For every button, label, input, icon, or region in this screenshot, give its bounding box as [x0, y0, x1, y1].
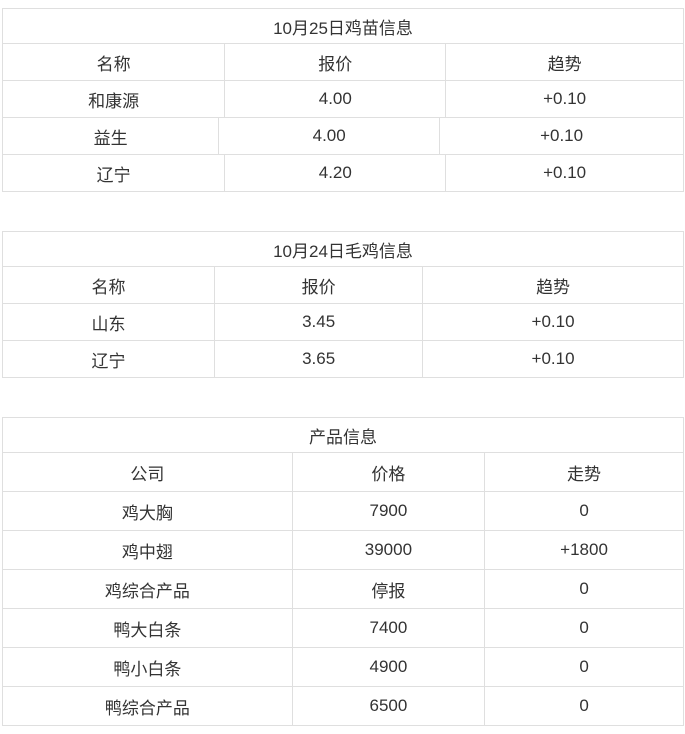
price-cell: 7900: [291, 491, 486, 531]
table-row: 鸡中翅 39000 +1800: [2, 530, 684, 570]
table-row: 益生 4.00 +0.10: [1, 117, 684, 155]
quote-cell: 4.00: [218, 117, 441, 155]
poultry-price-report: 10月25日鸡苗信息 名称 报价 趋势 和康源 4.00 +0.10 益生 4.…: [1, 8, 684, 726]
header-cell-name: 名称: [1, 266, 216, 304]
table-row: 鸡综合产品 停报 0: [2, 569, 684, 609]
name-cell: 山东: [1, 303, 216, 341]
header-cell-company: 公司: [2, 452, 293, 492]
table-header-row: 公司 价格 走势: [2, 452, 684, 492]
trend-cell: 0: [484, 647, 684, 687]
header-cell-name: 名称: [1, 43, 226, 81]
price-cell: 4900: [291, 647, 486, 687]
header-cell-trend: 趋势: [445, 43, 684, 81]
table-row: 辽宁 3.65 +0.10: [1, 340, 684, 378]
table-title: 产品信息: [2, 417, 684, 453]
table-row: 鸭大白条 7400 0: [2, 608, 684, 648]
name-cell: 辽宁: [1, 154, 226, 192]
header-cell-price: 价格: [291, 452, 486, 492]
company-cell: 鸡大胸: [2, 491, 293, 531]
trend-cell: 0: [484, 569, 684, 609]
broiler-price-table: 10月24日毛鸡信息 名称 报价 趋势 山东 3.45 +0.10 辽宁 3.6…: [1, 231, 684, 378]
header-cell-quote: 报价: [214, 266, 424, 304]
quote-cell: 4.20: [224, 154, 447, 192]
name-cell: 和康源: [1, 80, 226, 118]
table-title-row: 产品信息: [2, 417, 684, 453]
product-price-table: 产品信息 公司 价格 走势 鸡大胸 7900 0 鸡中翅 39000 +1800…: [2, 417, 684, 726]
trend-cell: 0: [484, 491, 684, 531]
table-row: 山东 3.45 +0.10: [1, 303, 684, 341]
table-title-row: 10月25日鸡苗信息: [2, 8, 684, 44]
name-cell: 辽宁: [1, 340, 216, 378]
trend-cell: 0: [484, 608, 684, 648]
quote-cell: 3.65: [214, 340, 424, 378]
price-cell: 7400: [291, 608, 486, 648]
quote-cell: 4.00: [224, 80, 447, 118]
company-cell: 鸡综合产品: [2, 569, 293, 609]
header-cell-trend: 走势: [484, 452, 684, 492]
trend-cell: +0.10: [445, 80, 684, 118]
trend-cell: +0.10: [439, 117, 684, 155]
trend-cell: +0.10: [422, 303, 684, 341]
header-cell-quote: 报价: [224, 43, 447, 81]
table-row: 鸭综合产品 6500 0: [2, 686, 684, 726]
chick-price-table: 10月25日鸡苗信息 名称 报价 趋势 和康源 4.00 +0.10 益生 4.…: [1, 8, 684, 192]
header-cell-trend: 趋势: [422, 266, 684, 304]
price-cell: 39000: [291, 530, 486, 570]
trend-cell: 0: [484, 686, 684, 726]
company-cell: 鸭大白条: [2, 608, 293, 648]
company-cell: 鸭小白条: [2, 647, 293, 687]
table-row: 辽宁 4.20 +0.10: [1, 154, 684, 192]
price-cell: 6500: [291, 686, 486, 726]
company-cell: 鸭综合产品: [2, 686, 293, 726]
company-cell: 鸡中翅: [2, 530, 293, 570]
trend-cell: +0.10: [445, 154, 684, 192]
trend-cell: +0.10: [422, 340, 684, 378]
table-row: 和康源 4.00 +0.10: [1, 80, 684, 118]
table-title: 10月24日毛鸡信息: [2, 231, 684, 267]
trend-cell: +1800: [484, 530, 684, 570]
table-title: 10月25日鸡苗信息: [2, 8, 684, 44]
quote-cell: 3.45: [214, 303, 424, 341]
table-title-row: 10月24日毛鸡信息: [2, 231, 684, 267]
table-header-row: 名称 报价 趋势: [1, 266, 684, 304]
table-row: 鸡大胸 7900 0: [2, 491, 684, 531]
price-cell: 停报: [291, 569, 486, 609]
name-cell: 益生: [1, 117, 220, 155]
table-row: 鸭小白条 4900 0: [2, 647, 684, 687]
table-header-row: 名称 报价 趋势: [1, 43, 684, 81]
